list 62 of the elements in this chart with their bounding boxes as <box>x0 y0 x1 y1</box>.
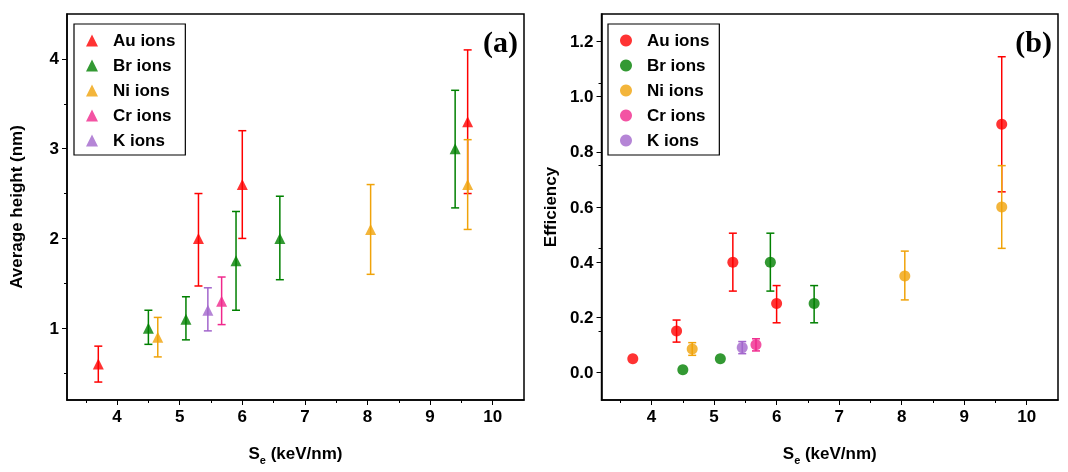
x-tick-label: 10 <box>1017 407 1037 426</box>
legend-label: Au ions <box>113 31 176 50</box>
point <box>202 304 214 316</box>
point <box>236 179 248 191</box>
y-tick-label: 0.8 <box>569 142 594 162</box>
point <box>180 313 192 325</box>
x-tick-label: 9 <box>959 407 969 426</box>
x-tick-label: 6 <box>237 407 248 426</box>
y-tick-label: 3 <box>49 139 59 159</box>
y-tick-label: 4 <box>49 49 60 69</box>
point <box>462 179 474 191</box>
y-tick-label: 0.0 <box>569 362 594 382</box>
y-tick-label: 1 <box>49 318 59 338</box>
y-tick-label: 1.0 <box>569 87 594 107</box>
y-axis-title: Efficiency <box>541 166 560 248</box>
x-tick-label: 10 <box>483 407 503 426</box>
legend-label: Cr ions <box>113 106 172 125</box>
legend-label: Cr ions <box>647 106 706 125</box>
point <box>996 201 1008 213</box>
legend-label: K ions <box>113 131 165 150</box>
legend-label: Br ions <box>647 56 706 75</box>
x-tick-label: 8 <box>362 407 373 426</box>
x-tick-label: 5 <box>709 407 719 426</box>
point <box>152 331 164 343</box>
point <box>216 295 228 307</box>
y-tick-label: 0.2 <box>569 307 594 327</box>
y-axis-title: Average height (nm) <box>7 125 26 289</box>
point <box>899 270 911 282</box>
point <box>771 298 783 309</box>
point <box>230 255 242 267</box>
point <box>462 116 474 128</box>
legend-label: Ni ions <box>647 81 704 100</box>
point <box>142 322 154 334</box>
legend-label: K ions <box>647 131 699 150</box>
legend-label: Ni ions <box>113 81 170 100</box>
annotation: (a) <box>483 24 518 59</box>
x-tick-label: 6 <box>771 407 782 426</box>
x-tick-label: 7 <box>300 407 310 426</box>
point <box>677 364 689 376</box>
x-tick-label: 8 <box>896 407 907 426</box>
x-tick-label: 5 <box>174 407 185 426</box>
x-tick-label: 4 <box>112 407 123 426</box>
point <box>627 353 639 365</box>
x-tick-label: 7 <box>834 407 844 426</box>
point <box>764 256 776 268</box>
point <box>996 118 1008 130</box>
point <box>274 232 286 244</box>
legend-label: Br ions <box>113 56 172 75</box>
point <box>808 298 820 309</box>
point <box>714 353 726 365</box>
legend-label: Au ions <box>647 31 710 50</box>
x-tick-label: 4 <box>646 407 657 426</box>
y-tick-label: 0.4 <box>569 252 595 272</box>
x-tick-label: 9 <box>425 407 435 426</box>
y-tick-label: 1.2 <box>569 32 594 52</box>
point <box>92 358 104 370</box>
y-tick-label: 0.6 <box>569 197 594 217</box>
point <box>671 325 683 337</box>
point <box>727 256 739 268</box>
annotation: (b) <box>1015 24 1053 59</box>
point <box>449 143 461 155</box>
y-tick-label: 2 <box>49 228 59 248</box>
